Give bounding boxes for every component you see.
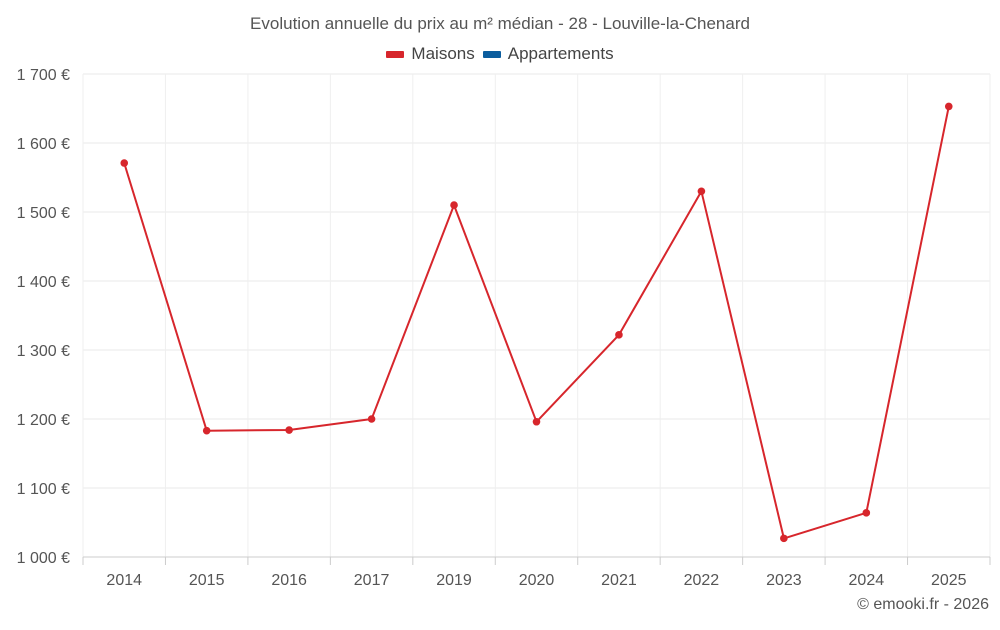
data-point-maisons [285,426,293,434]
y-tick-label: 1 400 € [17,274,70,291]
y-tick-label: 1 200 € [17,412,70,429]
legend-item-maisons[interactable]: Maisons [386,44,474,64]
x-tick-label: 2022 [684,572,720,589]
y-tick-label: 1 700 € [17,67,70,84]
credit-text: © emooki.fr - 2026 [857,596,989,614]
data-point-maisons [450,201,458,209]
legend-swatch-maisons [386,51,404,58]
data-point-maisons [863,509,871,517]
data-point-maisons [945,103,953,111]
data-point-maisons [533,418,541,426]
data-point-maisons [203,427,211,435]
x-tick-label: 2025 [931,572,967,589]
x-tick-label: 2016 [271,572,307,589]
x-tick-label: 2014 [106,572,142,589]
legend-label-appartements: Appartements [508,44,614,64]
data-point-maisons [120,159,128,167]
data-point-maisons [368,415,376,423]
chart-legend: Maisons Appartements [0,44,1000,64]
x-tick-label: 2023 [766,572,802,589]
x-tick-label: 2021 [601,572,637,589]
legend-item-appartements[interactable]: Appartements [483,44,614,64]
y-tick-label: 1 600 € [17,136,70,153]
y-tick-label: 1 100 € [17,481,70,498]
y-tick-label: 1 300 € [17,343,70,360]
x-tick-label: 2015 [189,572,225,589]
data-point-maisons [698,188,706,196]
y-tick-label: 1 000 € [17,550,70,567]
legend-swatch-appartements [483,51,501,58]
y-tick-label: 1 500 € [17,205,70,222]
chart-title: Evolution annuelle du prix au m² médian … [0,14,1000,34]
x-tick-label: 2020 [519,572,555,589]
data-point-maisons [780,535,788,543]
x-tick-label: 2019 [436,572,472,589]
legend-label-maisons: Maisons [411,44,474,64]
x-tick-label: 2024 [849,572,885,589]
x-tick-label: 2017 [354,572,390,589]
data-point-maisons [615,331,623,339]
